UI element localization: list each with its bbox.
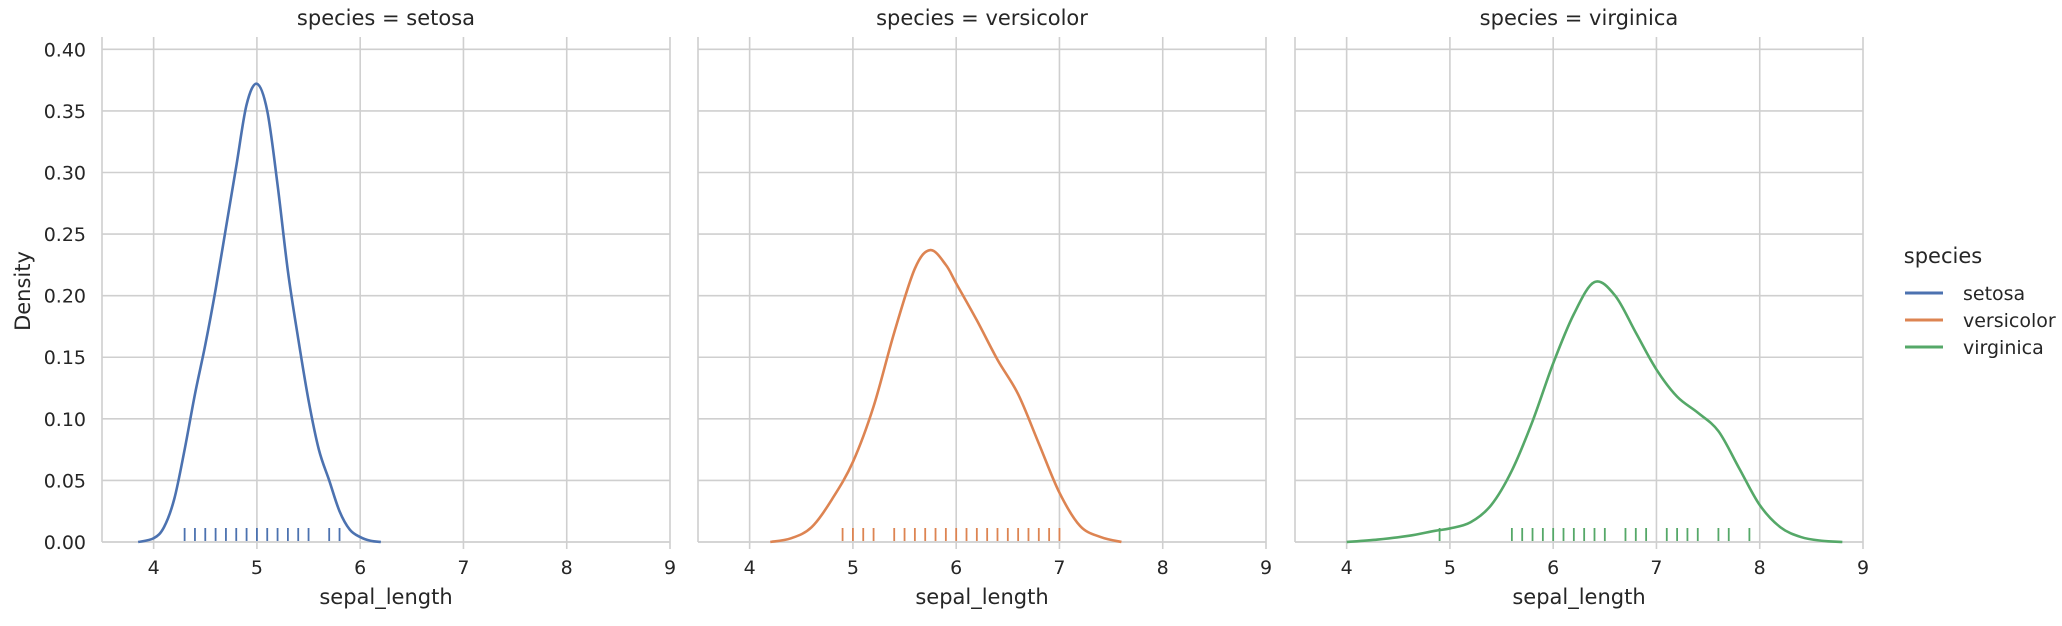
y-tick-label: 0.00: [44, 532, 86, 554]
y-axis-label: Density: [11, 251, 35, 331]
y-tick-label: 0.10: [44, 409, 86, 431]
x-tick-label: 8: [1754, 557, 1766, 579]
x-tick-label: 7: [1650, 557, 1662, 579]
kde-curve-versicolor: [770, 248, 1122, 544]
x-tick-label: 6: [1547, 557, 1559, 579]
y-tick-label: 0.35: [44, 101, 86, 123]
legend-label-setosa: setosa: [1963, 283, 2025, 305]
facet-title: species = setosa: [297, 6, 475, 30]
y-tick-label: 0.20: [44, 286, 86, 308]
legend-label-virginica: virginica: [1963, 337, 2044, 359]
x-tick-label: 4: [744, 557, 756, 579]
facets: 0.00 0.05 0.10 0.15 0.20 0.25 0.30 0.35 0.40 4 5 6 7…: [44, 6, 1869, 610]
x-tick-label: 5: [1444, 557, 1456, 579]
kde-curve-setosa: [137, 82, 381, 544]
facet-virginica: 4 5 6 7 8 9 species = virginica sepal_length: [1294, 6, 1869, 610]
x-tick-label: 9: [664, 557, 676, 579]
x-tick-label: 4: [1341, 557, 1353, 579]
x-axis-label: sepal_length: [1512, 585, 1645, 610]
x-tick-label: 6: [950, 557, 962, 579]
facet-title: species = versicolor: [876, 6, 1088, 30]
x-axis-label: sepal_length: [319, 585, 452, 610]
x-tick-label: 9: [1260, 557, 1272, 579]
y-tick-label: 0.05: [44, 470, 86, 492]
y-tick-label: 0.25: [44, 224, 86, 246]
x-axis-label: sepal_length: [915, 585, 1048, 610]
y-tick-label: 0.40: [44, 39, 86, 61]
x-tick-label: 8: [561, 557, 573, 579]
legend-label-versicolor: versicolor: [1963, 310, 2056, 332]
facet-setosa: 0.00 0.05 0.10 0.15 0.20 0.25 0.30 0.35 0.40 4 5 6 7…: [44, 6, 676, 610]
legend-title: species: [1904, 244, 1982, 268]
x-tick-label: 5: [251, 557, 263, 579]
x-tick-label: 4: [148, 557, 160, 579]
x-tick-label: 7: [457, 557, 469, 579]
x-tick-label: 9: [1857, 557, 1869, 579]
x-tick-label: 5: [847, 557, 859, 579]
x-tick-label: 6: [354, 557, 366, 579]
facet-title: species = virginica: [1480, 6, 1679, 30]
y-tick-label: 0.30: [44, 162, 86, 184]
x-tick-label: 8: [1157, 557, 1169, 579]
y-tick-label: 0.15: [44, 347, 86, 369]
x-tick-label: 7: [1053, 557, 1065, 579]
facet-versicolor: 4 5 6 7 8 9 species = versicolor sepal_length: [697, 6, 1272, 610]
legend: species setosa versicolor virginica: [1904, 244, 2056, 359]
kde-curve-virginica: [1346, 280, 1843, 544]
